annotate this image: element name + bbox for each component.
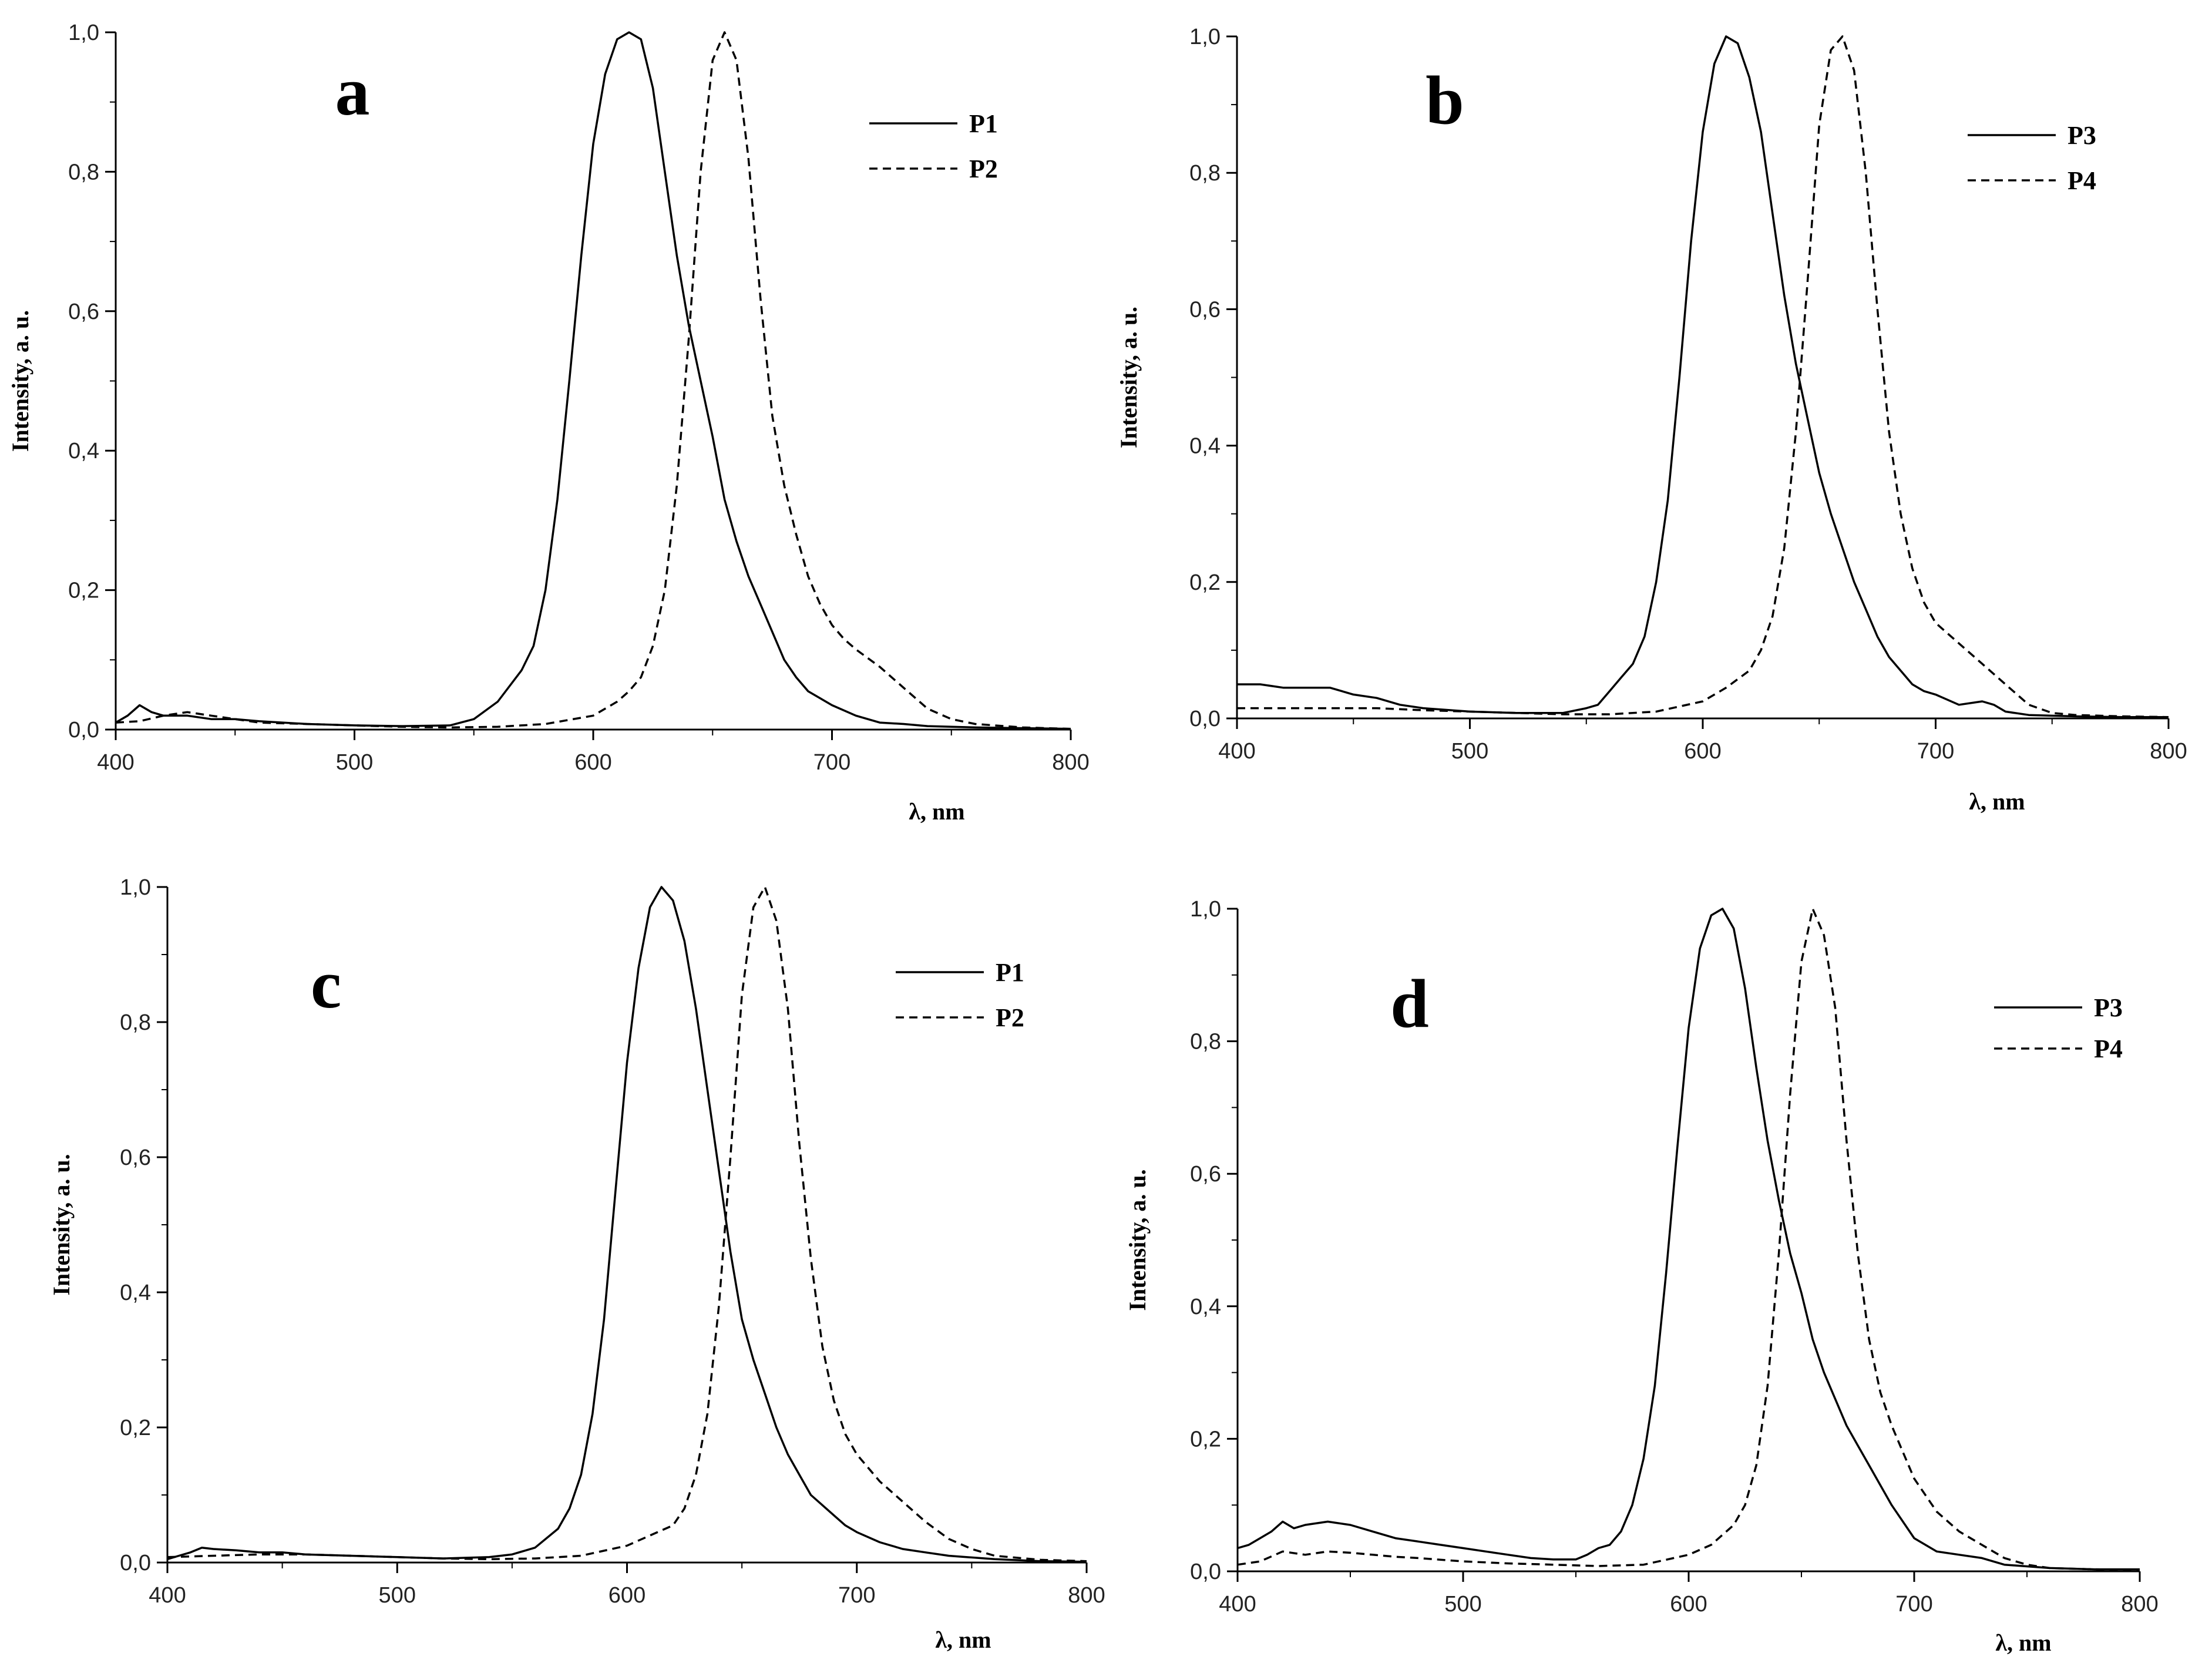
y-tick-label: 0,4: [1189, 434, 1221, 459]
x-tick-label: 500: [379, 1583, 416, 1608]
x-tick-label: 800: [2121, 1592, 2158, 1617]
y-tick-label: 0,8: [68, 160, 99, 184]
y-tick-label: 1,0: [120, 875, 151, 900]
x-tick-label: 800: [1052, 750, 1089, 775]
y-tick-label: 0,4: [68, 439, 99, 463]
legend-label-P4: P4: [2067, 166, 2096, 195]
legend-label-P3: P3: [2067, 121, 2096, 150]
panel-letter: b: [1426, 62, 1464, 139]
panel-letter: c: [311, 946, 341, 1023]
y-tick-label: 1,0: [68, 21, 99, 45]
x-tick-label: 400: [1218, 739, 1255, 764]
y-tick-label: 0,4: [120, 1281, 151, 1305]
x-tick-label: 400: [1219, 1592, 1256, 1617]
x-tick-label: 400: [97, 750, 134, 775]
y-tick-label: 0,6: [68, 300, 99, 324]
y-tick-label: 0,0: [1190, 1560, 1221, 1584]
x-tick-label: 500: [1444, 1592, 1481, 1617]
y-tick-label: 0,4: [1190, 1295, 1221, 1319]
series-line-P4: [1237, 908, 2140, 1571]
x-tick-label: 500: [336, 750, 373, 775]
legend-label-P2: P2: [996, 1003, 1024, 1032]
x-tick-label: 700: [1917, 739, 1954, 764]
y-tick-label: 0,2: [1190, 1427, 1221, 1451]
y-tick-label: 0,6: [120, 1145, 151, 1170]
x-tick-label: 400: [149, 1583, 186, 1608]
y-tick-label: 0,0: [120, 1551, 151, 1575]
x-tick-label: 800: [1068, 1583, 1105, 1608]
panel-letter: d: [1390, 965, 1429, 1042]
legend-label-P4: P4: [2094, 1034, 2123, 1063]
y-tick-label: 0,8: [1190, 1030, 1221, 1054]
y-axis-title: Intensity, a. u.: [7, 310, 33, 452]
series-line-P1: [167, 886, 1087, 1563]
series-line-P2: [167, 886, 1087, 1563]
panel-a: 400 500 600 700 800 0,0 0,2 0,4 0,6 0,8 1,0 λ, nm In…: [7, 21, 1090, 825]
y-tick-label: 0,8: [1189, 161, 1221, 186]
y-tick-label: 0,6: [1190, 1162, 1221, 1187]
legend-label-P1: P1: [996, 958, 1024, 987]
x-tick-label: 800: [2150, 739, 2187, 764]
x-tick-label: 500: [1451, 739, 1488, 764]
x-tick-label: 600: [574, 750, 611, 775]
y-tick-label: 0,8: [120, 1010, 151, 1035]
y-tick-label: 1,0: [1189, 25, 1221, 49]
legend-label-P1: P1: [969, 109, 998, 138]
x-tick-label: 600: [1670, 1592, 1707, 1617]
legend-label-P2: P2: [969, 154, 998, 183]
series-line-P1: [115, 31, 1071, 730]
y-tick-label: 0,6: [1189, 297, 1221, 322]
x-axis-title: λ, nm: [935, 1627, 991, 1653]
y-tick-label: 0,0: [68, 718, 99, 742]
x-tick-label: 600: [609, 1583, 646, 1608]
x-axis-title: λ, nm: [1995, 1629, 2051, 1656]
panel-b: 400 500 600 700 800 0,0 0,2 0,4 0,6 0,8 1,0 λ, nm In…: [1115, 25, 2187, 815]
y-axis-title: Intensity, a. u.: [1115, 307, 1142, 448]
x-tick-label: 700: [1895, 1592, 1932, 1617]
x-tick-label: 600: [1684, 739, 1721, 764]
y-tick-label: 0,2: [1189, 570, 1221, 595]
y-axis-title: Intensity, a. u.: [48, 1154, 75, 1295]
series-line-P3: [1237, 35, 2169, 718]
panel-d: 400 500 600 700 800 0,0 0,2 0,4 0,6 0,8 1,0 λ, nm In…: [1124, 897, 2159, 1656]
series-line-P4: [1237, 35, 2169, 718]
legend-label-P3: P3: [2094, 993, 2123, 1022]
y-axis-title: Intensity, a. u.: [1124, 1169, 1151, 1311]
y-tick-label: 0,2: [120, 1416, 151, 1440]
panel-c: 400 500 600 700 800 0,0 0,2 0,4 0,6 0,8 1,0 λ, nm In…: [48, 875, 1105, 1653]
series-line-P2: [115, 31, 1071, 730]
x-axis-title: λ, nm: [909, 798, 964, 825]
y-tick-label: 0,2: [68, 579, 99, 603]
y-tick-label: 1,0: [1190, 897, 1221, 922]
x-axis-title: λ, nm: [1969, 788, 2025, 815]
x-tick-label: 700: [813, 750, 850, 775]
x-tick-label: 700: [838, 1583, 875, 1608]
panel-letter: a: [335, 53, 370, 130]
series-line-P3: [1237, 908, 2140, 1571]
y-tick-label: 0,0: [1189, 707, 1221, 731]
